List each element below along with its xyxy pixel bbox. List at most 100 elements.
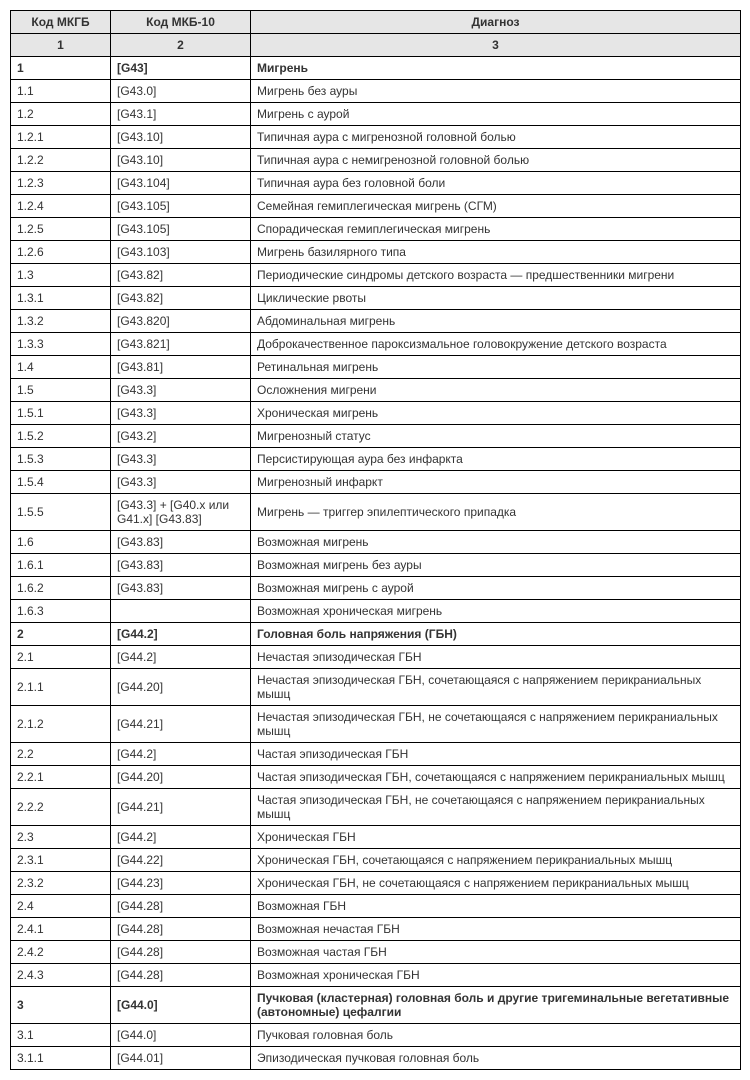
cell-mkb10: [G44.2] bbox=[111, 646, 251, 669]
cell-mkgb: 1.2 bbox=[11, 103, 111, 126]
cell-diagnosis: Мигрень с аурой bbox=[251, 103, 741, 126]
cell-mkgb: 2.4.3 bbox=[11, 964, 111, 987]
table-row: 1.3[G43.82]Периодические синдромы детско… bbox=[11, 264, 741, 287]
table-row: 1.6.3Возможная хроническая мигрень bbox=[11, 600, 741, 623]
cell-mkb10: [G43.83] bbox=[111, 531, 251, 554]
table-row: 2.4.1[G44.28]Возможная нечастая ГБН bbox=[11, 918, 741, 941]
subhead-3: 3 bbox=[251, 34, 741, 57]
cell-mkb10: [G44.23] bbox=[111, 872, 251, 895]
cell-mkgb: 3.1 bbox=[11, 1024, 111, 1047]
cell-mkb10: [G44.2] bbox=[111, 623, 251, 646]
cell-diagnosis: Нечастая эпизодическая ГБН, не сочетающа… bbox=[251, 706, 741, 743]
cell-diagnosis: Типичная аура с немигренозной головной б… bbox=[251, 149, 741, 172]
cell-mkb10: [G44.28] bbox=[111, 895, 251, 918]
cell-mkgb: 1.2.1 bbox=[11, 126, 111, 149]
table-row: 1.5.3[G43.3]Персистирующая аура без инфа… bbox=[11, 448, 741, 471]
cell-diagnosis: Персистирующая аура без инфаркта bbox=[251, 448, 741, 471]
cell-mkgb: 1.5.2 bbox=[11, 425, 111, 448]
table-row: 1.5.2[G43.2]Мигренозный статус bbox=[11, 425, 741, 448]
cell-diagnosis: Возможная хроническая ГБН bbox=[251, 964, 741, 987]
cell-mkb10 bbox=[111, 600, 251, 623]
table-row: 2.1.2[G44.21]Нечастая эпизодическая ГБН,… bbox=[11, 706, 741, 743]
table-row: 1.2.1[G43.10]Типичная аура с мигренозной… bbox=[11, 126, 741, 149]
table-row: 2.2.1[G44.20]Частая эпизодическая ГБН, с… bbox=[11, 766, 741, 789]
cell-diagnosis: Мигренозный статус bbox=[251, 425, 741, 448]
table-row: 1.5[G43.3]Осложнения мигрени bbox=[11, 379, 741, 402]
cell-diagnosis: Мигрень bbox=[251, 57, 741, 80]
table-row: 1.2.3[G43.104]Типичная аура без головной… bbox=[11, 172, 741, 195]
cell-diagnosis: Периодические синдромы детского возраста… bbox=[251, 264, 741, 287]
cell-mkgb: 1.2.4 bbox=[11, 195, 111, 218]
cell-mkgb: 1.1 bbox=[11, 80, 111, 103]
diagnosis-table: Код МКГБ Код МКБ-10 Диагноз 1 2 3 1[G43]… bbox=[10, 10, 741, 1070]
cell-mkb10: [G43.10] bbox=[111, 149, 251, 172]
cell-mkgb: 2 bbox=[11, 623, 111, 646]
table-row: 2.2.2[G44.21]Частая эпизодическая ГБН, н… bbox=[11, 789, 741, 826]
cell-mkb10: [G44.28] bbox=[111, 918, 251, 941]
table-row: 1.1[G43.0]Мигрень без ауры bbox=[11, 80, 741, 103]
table-row: 2.4.3[G44.28]Возможная хроническая ГБН bbox=[11, 964, 741, 987]
cell-mkgb: 2.4.2 bbox=[11, 941, 111, 964]
table-row: 2.3.1[G44.22]Хроническая ГБН, сочетающая… bbox=[11, 849, 741, 872]
table-row: 3.1.1[G44.01]Эпизодическая пучковая голо… bbox=[11, 1047, 741, 1070]
col-header-mkgb: Код МКГБ bbox=[11, 11, 111, 34]
cell-mkb10: [G44.22] bbox=[111, 849, 251, 872]
cell-mkb10: [G44.28] bbox=[111, 964, 251, 987]
cell-diagnosis: Нечастая эпизодическая ГБН bbox=[251, 646, 741, 669]
table-row: 2.1.1[G44.20]Нечастая эпизодическая ГБН,… bbox=[11, 669, 741, 706]
table-row: 2.3[G44.2]Хроническая ГБН bbox=[11, 826, 741, 849]
cell-diagnosis: Нечастая эпизодическая ГБН, сочетающаяся… bbox=[251, 669, 741, 706]
cell-mkb10: [G44.20] bbox=[111, 669, 251, 706]
subhead-2: 2 bbox=[111, 34, 251, 57]
cell-mkb10: [G44.28] bbox=[111, 941, 251, 964]
cell-mkgb: 1.5.5 bbox=[11, 494, 111, 531]
cell-mkgb: 2.3 bbox=[11, 826, 111, 849]
col-header-diagnosis: Диагноз bbox=[251, 11, 741, 34]
cell-diagnosis: Типичная аура с мигренозной головной бол… bbox=[251, 126, 741, 149]
cell-diagnosis: Возможная мигрень bbox=[251, 531, 741, 554]
cell-mkgb: 3 bbox=[11, 987, 111, 1024]
cell-mkgb: 1.2.5 bbox=[11, 218, 111, 241]
cell-mkgb: 1.6.3 bbox=[11, 600, 111, 623]
cell-mkgb: 1.6 bbox=[11, 531, 111, 554]
cell-mkgb: 2.2 bbox=[11, 743, 111, 766]
cell-mkgb: 1.5.4 bbox=[11, 471, 111, 494]
table-row: 1.2.2[G43.10]Типичная аура с немигренозн… bbox=[11, 149, 741, 172]
cell-mkgb: 1.2.2 bbox=[11, 149, 111, 172]
cell-mkb10: [G44.0] bbox=[111, 1024, 251, 1047]
cell-mkgb: 2.1.2 bbox=[11, 706, 111, 743]
table-row: 1.2.6[G43.103]Мигрень базилярного типа bbox=[11, 241, 741, 264]
table-row: 1.3.1[G43.82]Циклические рвоты bbox=[11, 287, 741, 310]
table-header-row: Код МКГБ Код МКБ-10 Диагноз bbox=[11, 11, 741, 34]
cell-mkb10: [G43.83] bbox=[111, 577, 251, 600]
cell-diagnosis: Хроническая ГБН, не сочетающаяся с напря… bbox=[251, 872, 741, 895]
cell-mkb10: [G43.104] bbox=[111, 172, 251, 195]
table-row: 1.6.2[G43.83]Возможная мигрень с аурой bbox=[11, 577, 741, 600]
cell-mkb10: [G44.2] bbox=[111, 826, 251, 849]
cell-mkb10: [G44.0] bbox=[111, 987, 251, 1024]
cell-mkb10: [G43.0] bbox=[111, 80, 251, 103]
cell-diagnosis: Головная боль напряжения (ГБН) bbox=[251, 623, 741, 646]
cell-diagnosis: Ретинальная мигрень bbox=[251, 356, 741, 379]
cell-diagnosis: Частая эпизодическая ГБН, сочетающаяся с… bbox=[251, 766, 741, 789]
table-row: 3[G44.0]Пучковая (кластерная) головная б… bbox=[11, 987, 741, 1024]
cell-mkgb: 1.5 bbox=[11, 379, 111, 402]
cell-mkb10: [G43.3] bbox=[111, 379, 251, 402]
table-row: 1.2[G43.1]Мигрень с аурой bbox=[11, 103, 741, 126]
cell-mkb10: [G43.103] bbox=[111, 241, 251, 264]
cell-mkb10: [G44.21] bbox=[111, 789, 251, 826]
cell-mkgb: 2.3.1 bbox=[11, 849, 111, 872]
cell-diagnosis: Спорадическая гемиплегическая мигрень bbox=[251, 218, 741, 241]
cell-mkb10: [G43.105] bbox=[111, 218, 251, 241]
cell-mkb10: [G43.1] bbox=[111, 103, 251, 126]
cell-mkb10: [G43.82] bbox=[111, 287, 251, 310]
cell-mkgb: 2.3.2 bbox=[11, 872, 111, 895]
cell-diagnosis: Пучковая (кластерная) головная боль и др… bbox=[251, 987, 741, 1024]
cell-mkgb: 1.5.1 bbox=[11, 402, 111, 425]
cell-diagnosis: Хроническая мигрень bbox=[251, 402, 741, 425]
cell-mkgb: 1.3.3 bbox=[11, 333, 111, 356]
table-row: 2.1[G44.2]Нечастая эпизодическая ГБН bbox=[11, 646, 741, 669]
col-header-mkb10: Код МКБ-10 bbox=[111, 11, 251, 34]
cell-diagnosis: Циклические рвоты bbox=[251, 287, 741, 310]
cell-mkgb: 2.4.1 bbox=[11, 918, 111, 941]
